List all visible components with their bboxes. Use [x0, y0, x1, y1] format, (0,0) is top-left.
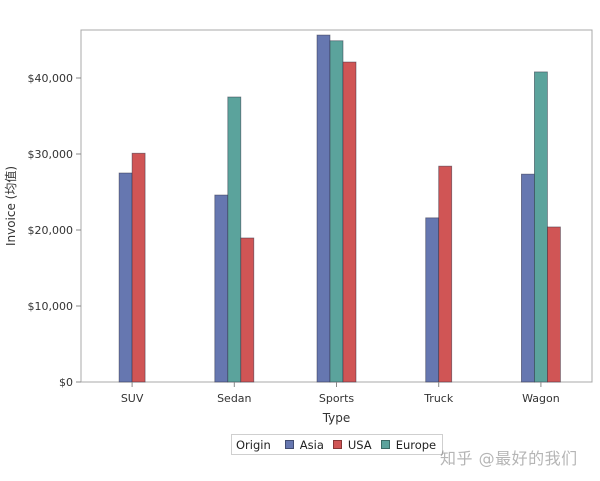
- y-tick-label: $10,000: [28, 300, 74, 313]
- y-tick-label: $40,000: [28, 72, 74, 85]
- bar-suv-asia: [118, 172, 133, 383]
- legend-item-europe: Europe: [380, 437, 437, 452]
- legend-swatch-europe-icon: [380, 440, 390, 449]
- bar-sedan-usa: [240, 237, 255, 383]
- x-axis-title: Type: [322, 411, 351, 425]
- bar-sedan-europe: [227, 96, 242, 383]
- bar-truck-usa: [438, 165, 453, 383]
- bar-wagon-usa: [547, 226, 561, 383]
- x-tick-label: Sedan: [217, 392, 251, 405]
- y-tick-label: $0: [59, 376, 73, 389]
- legend-label-europe: Europe: [395, 437, 437, 452]
- bar-truck-asia: [425, 217, 440, 383]
- legend-label-usa: USA: [347, 437, 372, 452]
- x-tick-label: Sports: [319, 392, 355, 405]
- y-tick-label: $20,000: [28, 224, 74, 237]
- legend-swatch-asia-icon: [284, 440, 294, 449]
- legend-item-usa: USA: [332, 437, 372, 452]
- legend-swatch-usa-icon: [332, 440, 342, 449]
- bar-wagon-asia: [521, 173, 535, 383]
- legend-title: Origin: [236, 437, 271, 452]
- bar-wagon-europe: [534, 71, 548, 383]
- legend-item-asia: Asia: [284, 437, 324, 452]
- y-tick-label: $30,000: [28, 148, 74, 161]
- bar-sports-europe: [329, 40, 344, 383]
- legend-label-asia: Asia: [299, 437, 324, 452]
- x-tick-label: SUV: [121, 392, 144, 405]
- legend: Origin Asia USA Europe: [231, 434, 444, 455]
- bar-suv-usa: [131, 152, 146, 383]
- x-tick-label: Wagon: [522, 392, 560, 405]
- bar-sports-usa: [342, 61, 357, 383]
- bar-chart: $0 $10,000 $20,000 $30,000 $40,000 Invoice (均…: [3, 29, 593, 425]
- bar-sports-asia: [316, 34, 331, 383]
- x-tick-label: Truck: [423, 392, 454, 405]
- bar-sedan-asia: [214, 194, 229, 383]
- y-axis-title: Invoice (均值): [3, 166, 18, 246]
- watermark: 知乎 @最好的我们: [440, 449, 578, 468]
